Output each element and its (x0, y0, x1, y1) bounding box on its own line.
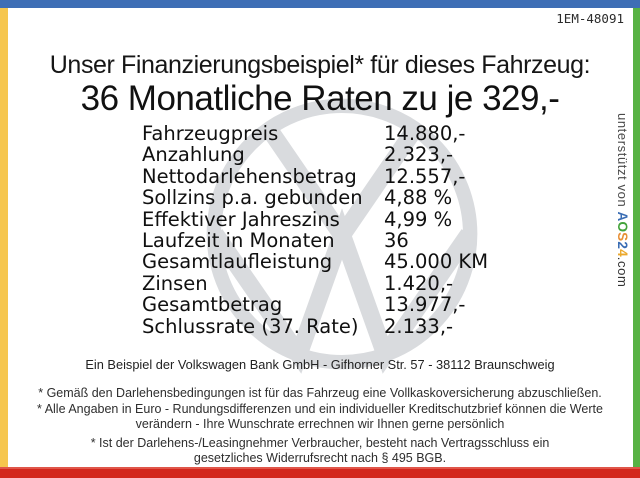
row-label: Anzahlung (142, 143, 245, 167)
row-label: Gesamtlaufleistung (142, 250, 333, 274)
frame-top-stripe (0, 0, 640, 8)
table-row: Fahrzeugpreis 14.880,- (142, 122, 488, 145)
table-row: Gesamtbetrag 13.977,- (142, 293, 488, 317)
aos24-letter: S (615, 232, 630, 242)
sidebar-credit: unterstützt von AOS24.com (615, 113, 630, 287)
footnote-euro-rounding: * Alle Angaben in Euro - Rundungsdiffere… (37, 402, 603, 431)
aos24-letter: 4 (615, 249, 630, 257)
row-label: Schlussrate (37. Rate) (142, 314, 359, 338)
table-row: Effektiver Jahreszins 4,99 % (142, 207, 488, 231)
table-row: Anzahlung 2.323,- (142, 143, 488, 167)
row-label: Effektiver Jahreszins (142, 207, 340, 231)
supported-by-label: unterstützt von (615, 113, 630, 212)
document-id: 1EM-48091 (556, 11, 624, 26)
table-row: Sollzins p.a. gebunden 4,88 % (142, 186, 488, 210)
frame-right-stripe (633, 8, 640, 467)
row-label: Laufzeit in Monaten (142, 229, 335, 253)
row-value: 12.557,- (384, 164, 466, 188)
vw-logo-watermark (198, 90, 486, 378)
aos24-letter: A (615, 211, 630, 222)
monthly-rate-headline: 36 Monatliche Raten zu je 329,- (80, 79, 560, 118)
bank-info-line: Ein Beispiel der Volkswagen Bank GmbH - … (85, 357, 555, 372)
aos24-letter: 2 (615, 241, 630, 250)
frame-left-stripe (0, 8, 8, 467)
aos24-letter: O (615, 221, 630, 233)
table-row: Schlussrate (37. Rate) 2.133,- (142, 314, 488, 338)
row-value: 13.977,- (384, 293, 466, 317)
row-label: Sollzins p.a. gebunden (142, 186, 363, 210)
footnote-insurance: * Gemäß den Darlehensbedingungen ist für… (38, 386, 602, 400)
row-label: Gesamtbetrag (142, 293, 283, 317)
row-value: 36 (384, 229, 409, 253)
row-value: 45.000 KM (384, 250, 489, 274)
table-row: Nettodarlehensbetrag 12.557,- (142, 164, 488, 188)
aos24-domain-suffix: .com (615, 256, 630, 288)
table-row: Gesamtlaufleistung 45.000 KM (142, 250, 489, 274)
row-label: Fahrzeugpreis (142, 122, 279, 145)
vw-logo-icon (206, 98, 478, 374)
row-value: 1.420,- (384, 271, 454, 295)
row-label: Nettodarlehensbetrag (142, 164, 357, 188)
table-row: Zinsen 1.420,- (142, 271, 488, 295)
frame-bottom-stripe (0, 467, 640, 478)
row-value: 4,88 % (384, 186, 453, 210)
page-title: Unser Finanzierungsbeispiel* für dieses … (49, 51, 591, 79)
row-label: Zinsen (142, 271, 208, 295)
aos24-logo: AOS24 (615, 211, 630, 256)
footnote-withdrawal-right: * Ist der Darlehens-/Leasingnehmer Verbr… (90, 436, 550, 465)
finance-table: Fahrzeugpreis 14.880,- Anzahlung 2.323,-… (142, 123, 488, 337)
table-row: Laufzeit in Monaten 36 (142, 229, 488, 253)
row-value: 2.323,- (384, 143, 454, 167)
row-value: 2.133,- (384, 314, 454, 338)
row-value: 4,99 % (384, 207, 453, 231)
row-value: 14.880,- (384, 122, 466, 145)
